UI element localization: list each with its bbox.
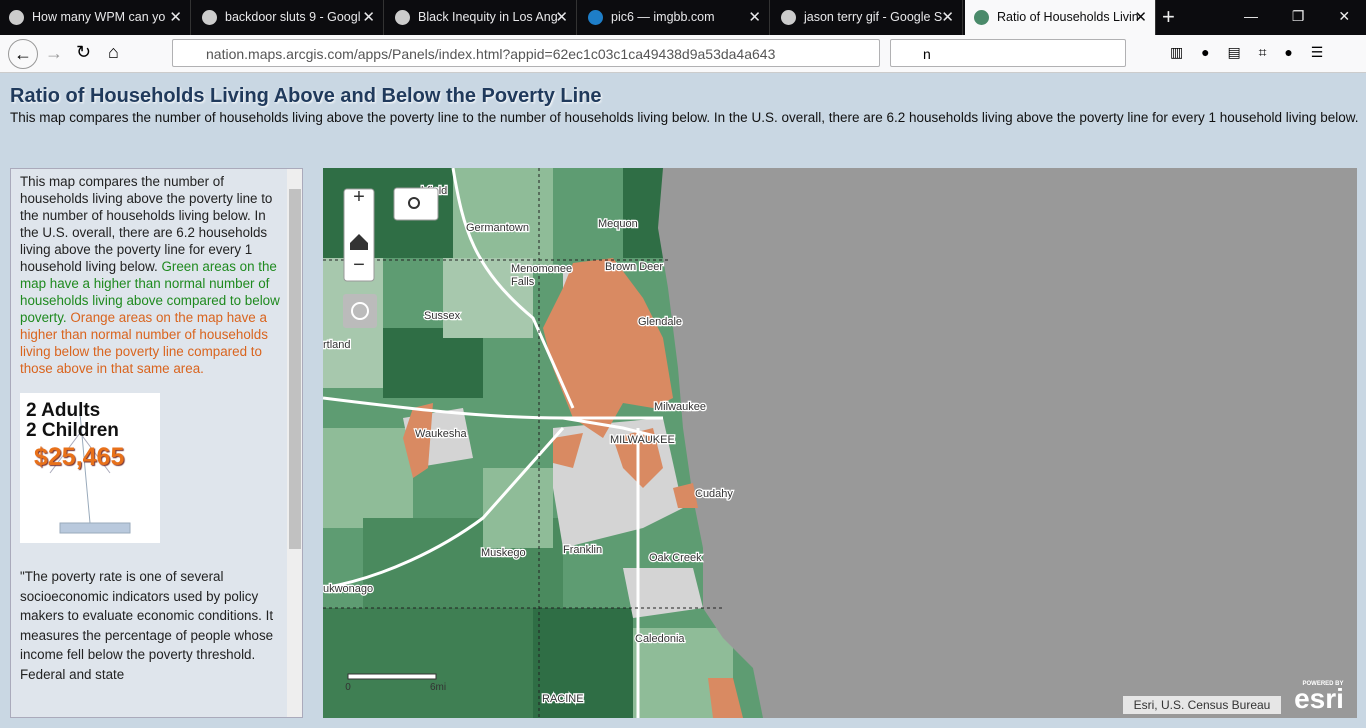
tab[interactable]: Ratio of Households Livin ✕ [965,0,1156,35]
place-label: Waukesha [415,428,467,440]
panel-text: This map compares the number of househol… [20,173,280,684]
url-bar[interactable]: nation.maps.arcgis.com/apps/Panels/index… [172,39,880,67]
url-text: nation.maps.arcgis.com/apps/Panels/index… [206,46,776,62]
tab[interactable]: jason terry gif - Google S ✕ [772,0,963,35]
place-label: ukwonago [323,583,373,595]
search-control[interactable] [393,187,439,221]
window-controls[interactable]: — ❐ ✕ [1244,8,1351,24]
place-label: Franklin [563,544,602,556]
tab[interactable]: backdoor sluts 9 - Googl ✕ [193,0,384,35]
nav-bar: ← → ↻ ⌂ nation.maps.arcgis.com/apps/Pane… [0,35,1366,73]
place-label: Cudahy [695,488,733,500]
reload-button[interactable]: ↻ [76,42,92,62]
tab-title: pic6 — imgbb.com [611,10,715,24]
place-label: Sussex [424,310,461,322]
back-button[interactable]: ← [8,39,38,69]
place-label: Glendale [638,316,682,328]
zoom-out[interactable]: − [353,254,365,276]
poverty-image: 2 Adults 2 Children $25,465 [20,393,160,543]
search-text: n [923,46,931,62]
map[interactable]: hfieldGermantownMequonMenomoneeFallsBrow… [323,168,1357,718]
place-label: Mequon [598,218,638,230]
place-label: Milwaukee [654,401,706,413]
tab-title: Ratio of Households Livin [997,10,1139,24]
place-label: RACINE [542,693,584,705]
page-subtitle: This map compares the number of househol… [10,110,1359,125]
new-tab[interactable]: + [1162,4,1175,29]
orange-text: Orange areas on the map have a higher th… [20,310,268,376]
search-icon [408,197,420,209]
tab[interactable]: How many WPM can yo ✕ [0,0,191,35]
place-label: Muskego [481,547,526,559]
roads [323,168,664,718]
zoom-in[interactable]: + [353,186,365,208]
intro-text: This map compares the number of househol… [20,174,273,274]
powered-by: POWERED BY [1302,681,1343,687]
locate-icon [351,302,369,320]
locate-control[interactable] [343,294,377,328]
home-control[interactable] [350,234,368,250]
scale-label: 0 [345,682,351,693]
place-label: Oak Creek [649,552,702,564]
scrollbar[interactable] [287,169,302,717]
tab-strip: How many WPM can yo ✕ backdoor sluts 9 - … [0,0,1366,35]
green-text: Green areas on the map have a higher tha… [20,259,280,325]
image-amount: $25,465 [34,443,125,471]
place-label: Menomonee [511,263,572,275]
image-line: 2 Adults [26,400,101,421]
tab-title: Black Inequity in Los Ang [418,10,558,24]
place-label: MILWAUKEE [610,434,675,446]
forward-button[interactable]: → [45,43,63,63]
quote-text: "The poverty rate is one of several soci… [20,569,274,682]
place-label: Brown Deer [605,261,663,273]
tab-title: How many WPM can yo [32,10,166,24]
page-title: Ratio of Households Living Above and Bel… [10,85,602,107]
orange-areas [403,258,743,718]
scroll-thumb[interactable] [289,189,301,549]
attribution: Esri, U.S. Census Bureau [1134,698,1271,712]
tab-title: backdoor sluts 9 - Googl [225,10,361,24]
scale-bar [347,673,437,680]
place-labels: hfieldGermantownMequonMenomoneeFallsBrow… [323,184,735,707]
county-lines [323,168,723,718]
scale-label: 6mi [430,682,446,693]
side-panel: This map compares the number of househol… [10,168,303,718]
place-label: Falls [511,276,535,288]
map-controls: + − [343,186,439,328]
home-button[interactable]: ⌂ [108,42,119,62]
tab-title: jason terry gif - Google S [804,10,943,24]
place-label: Germantown [466,222,529,234]
image-line: 2 Children [26,420,119,441]
place-label: Caledonia [635,633,685,645]
scale-illustration [49,412,131,534]
tab[interactable]: pic6 — imgbb.com ✕ [579,0,770,35]
place-label: rtland [323,339,351,351]
attribution-box [1123,696,1281,714]
toolbar-icons[interactable]: ▥ ● ▤ ⌗ ● ☰ [1170,44,1324,60]
lake-michigan [658,168,1357,718]
search-box[interactable]: n [890,39,1126,67]
esri-logo: esri [1294,683,1344,714]
tab[interactable]: Black Inequity in Los Ang ✕ [386,0,577,35]
